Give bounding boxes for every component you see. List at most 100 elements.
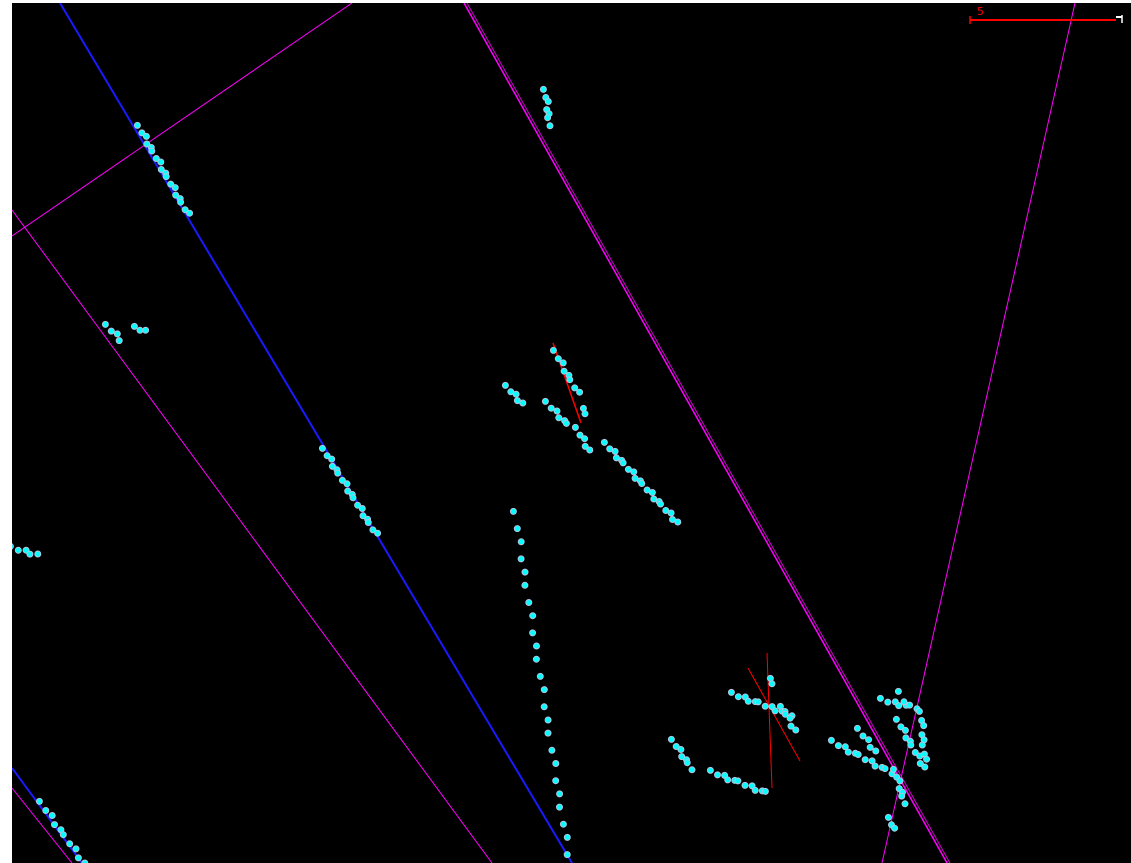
scan-point <box>884 698 892 706</box>
scan-point <box>706 766 714 774</box>
scan-point <box>751 786 759 794</box>
red-line-cross-b <box>766 652 773 789</box>
scan-point <box>547 404 555 412</box>
scan-point <box>911 749 919 756</box>
scan-point <box>896 777 904 785</box>
scan-point <box>148 147 156 155</box>
scan-point <box>525 599 533 606</box>
scan-point <box>101 320 109 328</box>
scan-point <box>907 741 915 749</box>
scan-point <box>115 337 123 345</box>
scan-point <box>533 642 540 650</box>
scale-bar <box>969 15 1123 24</box>
scan-point <box>107 327 115 335</box>
scan-point <box>560 367 568 375</box>
scan-point <box>677 746 685 753</box>
scan-point <box>157 166 165 173</box>
scan-point <box>844 748 852 756</box>
scan-point <box>59 831 67 839</box>
scan-point <box>549 346 557 354</box>
scan-point <box>872 747 880 755</box>
scan-point <box>734 693 742 701</box>
scan-point <box>834 742 842 750</box>
scan-point <box>113 330 121 338</box>
scan-point <box>358 505 366 512</box>
scan-point <box>552 760 560 767</box>
scan-point <box>133 121 141 129</box>
scan-point <box>674 518 682 526</box>
scan-point <box>513 525 521 533</box>
scan-point <box>152 155 160 162</box>
scan-point <box>884 813 892 821</box>
scan-point <box>853 724 861 732</box>
scan-point <box>12 543 14 550</box>
scan-point <box>521 568 529 576</box>
scan-point <box>501 381 509 389</box>
scan-point <box>920 722 928 730</box>
scan-point <box>761 787 769 795</box>
scan-point <box>544 114 552 122</box>
scan-canvas <box>12 3 1123 863</box>
scan-point <box>35 797 43 805</box>
scan-point <box>792 726 800 734</box>
scan-point <box>554 355 562 363</box>
scan-point <box>667 735 675 743</box>
magenta-line-bottom-left <box>12 787 73 863</box>
scan-point <box>548 746 556 754</box>
scan-point <box>741 781 749 789</box>
scan-point <box>81 859 89 863</box>
scan-point <box>781 710 789 718</box>
scan-point <box>334 469 342 477</box>
scan-point <box>553 407 561 415</box>
scan-point <box>648 489 656 496</box>
scan-point <box>638 480 646 487</box>
scan-point <box>854 751 862 758</box>
scan-point <box>902 734 910 742</box>
scan-point <box>563 851 571 859</box>
red-line-cross-a <box>747 667 801 762</box>
scan-point <box>544 729 552 737</box>
scan-point <box>906 701 914 709</box>
scan-point <box>26 550 34 558</box>
scan-point <box>556 790 564 798</box>
scan-point <box>714 771 721 779</box>
scan-point <box>369 526 377 534</box>
scan-point <box>539 85 547 93</box>
scan-point <box>898 792 906 800</box>
scan-point <box>509 507 517 515</box>
scan-point <box>827 736 835 744</box>
magenta-line-top-diagonal <box>12 3 353 237</box>
scan-point <box>171 184 179 192</box>
scan-point <box>186 209 194 217</box>
scan-point <box>74 854 82 862</box>
scan-point <box>42 807 50 814</box>
scan-point <box>581 410 589 418</box>
lidar-viewport[interactable]: 5 <box>12 3 1131 863</box>
scan-point <box>559 820 567 828</box>
scan-point <box>889 765 897 773</box>
scan-point <box>576 431 584 439</box>
scan-point <box>727 688 735 696</box>
scan-point <box>354 501 362 509</box>
scan-point <box>771 707 779 715</box>
scan-point <box>871 762 879 770</box>
scan-point <box>323 452 331 460</box>
scan-point <box>48 812 56 819</box>
magenta-line-center-double <box>466 3 951 863</box>
scan-point <box>918 741 926 749</box>
scan-point <box>683 759 691 767</box>
scan-point <box>51 821 58 829</box>
scan-point <box>359 512 367 520</box>
scan-point <box>14 546 22 554</box>
scan-point <box>876 694 884 702</box>
scan-point <box>529 612 537 620</box>
scan-point <box>667 509 675 517</box>
scan-point <box>571 423 579 431</box>
scan-point <box>754 698 762 706</box>
scan-point <box>512 390 520 398</box>
scan-point <box>328 462 336 470</box>
scan-point <box>544 716 552 724</box>
blue-line-bottom-left <box>12 767 83 863</box>
scan-point <box>562 419 570 427</box>
scan-point <box>167 180 175 188</box>
